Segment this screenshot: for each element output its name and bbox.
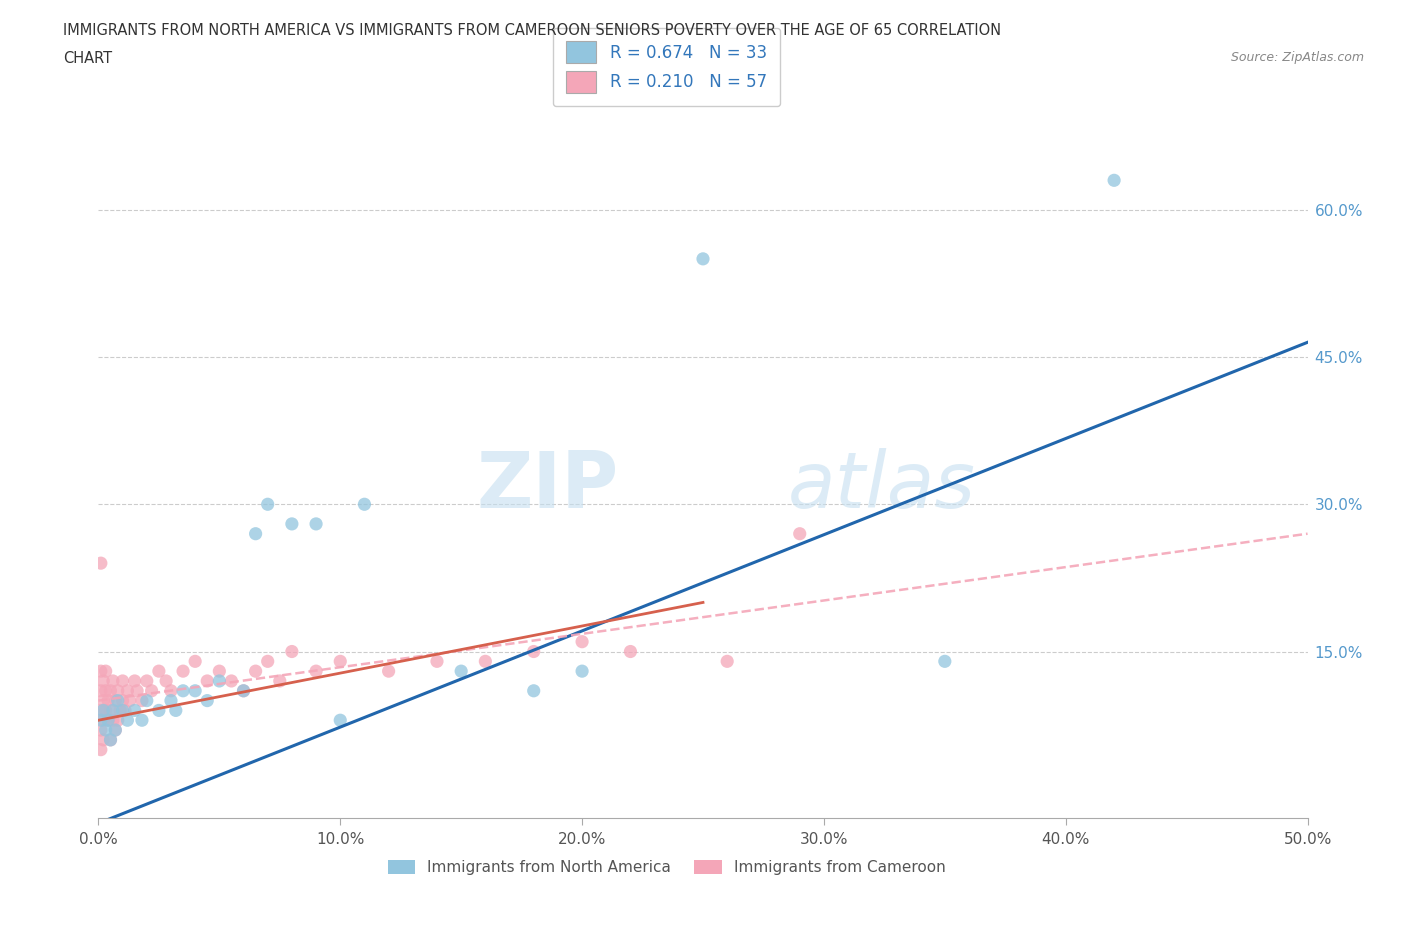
Legend: Immigrants from North America, Immigrants from Cameroon: Immigrants from North America, Immigrant… bbox=[381, 854, 952, 882]
Point bbox=[94, 703, 117, 718]
Point bbox=[148, 703, 170, 718]
Point bbox=[232, 684, 254, 698]
Point bbox=[100, 684, 122, 698]
Point bbox=[135, 693, 157, 708]
Point bbox=[165, 703, 187, 718]
Point bbox=[111, 673, 134, 688]
Point bbox=[118, 693, 141, 708]
Point bbox=[90, 712, 112, 727]
Point bbox=[90, 742, 112, 757]
Point bbox=[107, 684, 129, 698]
Point bbox=[329, 654, 352, 669]
Point bbox=[1102, 173, 1125, 188]
Point bbox=[124, 703, 146, 718]
Text: CHART: CHART bbox=[63, 51, 112, 66]
Point bbox=[100, 733, 122, 748]
Point bbox=[91, 712, 114, 727]
Point bbox=[97, 712, 120, 727]
Point bbox=[245, 664, 267, 679]
Point bbox=[90, 664, 112, 679]
Point bbox=[523, 644, 546, 659]
Point bbox=[124, 673, 146, 688]
Point bbox=[114, 703, 136, 718]
Point bbox=[934, 654, 956, 669]
Point bbox=[208, 673, 231, 688]
Point bbox=[281, 516, 304, 531]
Point bbox=[148, 664, 170, 679]
Point bbox=[91, 733, 114, 748]
Point bbox=[305, 664, 328, 679]
Point bbox=[94, 684, 117, 698]
Point bbox=[104, 723, 127, 737]
Point bbox=[100, 703, 122, 718]
Point bbox=[90, 556, 112, 571]
Point bbox=[111, 693, 134, 708]
Point bbox=[245, 526, 267, 541]
Point bbox=[107, 712, 129, 727]
Point bbox=[426, 654, 449, 669]
Point bbox=[160, 684, 183, 698]
Point bbox=[90, 684, 112, 698]
Point bbox=[101, 703, 124, 718]
Point bbox=[117, 712, 139, 727]
Point bbox=[131, 712, 153, 727]
Point bbox=[155, 673, 177, 688]
Point bbox=[208, 664, 231, 679]
Point bbox=[94, 723, 117, 737]
Point bbox=[571, 634, 593, 649]
Point bbox=[97, 693, 120, 708]
Point bbox=[195, 693, 218, 708]
Point bbox=[97, 712, 120, 727]
Point bbox=[172, 664, 194, 679]
Point bbox=[127, 684, 149, 698]
Point bbox=[131, 693, 153, 708]
Point bbox=[305, 516, 328, 531]
Text: Source: ZipAtlas.com: Source: ZipAtlas.com bbox=[1230, 51, 1364, 64]
Point bbox=[172, 684, 194, 698]
Point bbox=[111, 703, 134, 718]
Point bbox=[281, 644, 304, 659]
Point bbox=[104, 723, 127, 737]
Point bbox=[232, 684, 254, 698]
Point bbox=[101, 712, 124, 727]
Point bbox=[619, 644, 641, 659]
Point bbox=[523, 684, 546, 698]
Point bbox=[329, 712, 352, 727]
Point bbox=[184, 684, 207, 698]
Point bbox=[256, 654, 278, 669]
Point bbox=[692, 251, 714, 266]
Point bbox=[256, 497, 278, 512]
Point bbox=[94, 664, 117, 679]
Point bbox=[91, 693, 114, 708]
Point bbox=[135, 673, 157, 688]
Point bbox=[195, 673, 218, 688]
Point bbox=[269, 673, 291, 688]
Point bbox=[716, 654, 738, 669]
Point bbox=[90, 703, 112, 718]
Point bbox=[184, 654, 207, 669]
Point bbox=[160, 693, 183, 708]
Point bbox=[108, 703, 131, 718]
Point bbox=[91, 673, 114, 688]
Point bbox=[117, 684, 139, 698]
Point bbox=[353, 497, 375, 512]
Point bbox=[221, 673, 243, 688]
Point bbox=[474, 654, 496, 669]
Point bbox=[789, 526, 811, 541]
Point bbox=[450, 664, 472, 679]
Point bbox=[107, 693, 129, 708]
Point bbox=[90, 723, 112, 737]
Point bbox=[141, 684, 163, 698]
Point bbox=[101, 673, 124, 688]
Point bbox=[571, 664, 593, 679]
Text: IMMIGRANTS FROM NORTH AMERICA VS IMMIGRANTS FROM CAMEROON SENIORS POVERTY OVER T: IMMIGRANTS FROM NORTH AMERICA VS IMMIGRA… bbox=[63, 23, 1001, 38]
Text: ZIP: ZIP bbox=[477, 448, 619, 525]
Point bbox=[377, 664, 399, 679]
Point bbox=[104, 693, 127, 708]
Text: atlas: atlas bbox=[787, 448, 976, 525]
Point bbox=[100, 733, 122, 748]
Point bbox=[91, 703, 114, 718]
